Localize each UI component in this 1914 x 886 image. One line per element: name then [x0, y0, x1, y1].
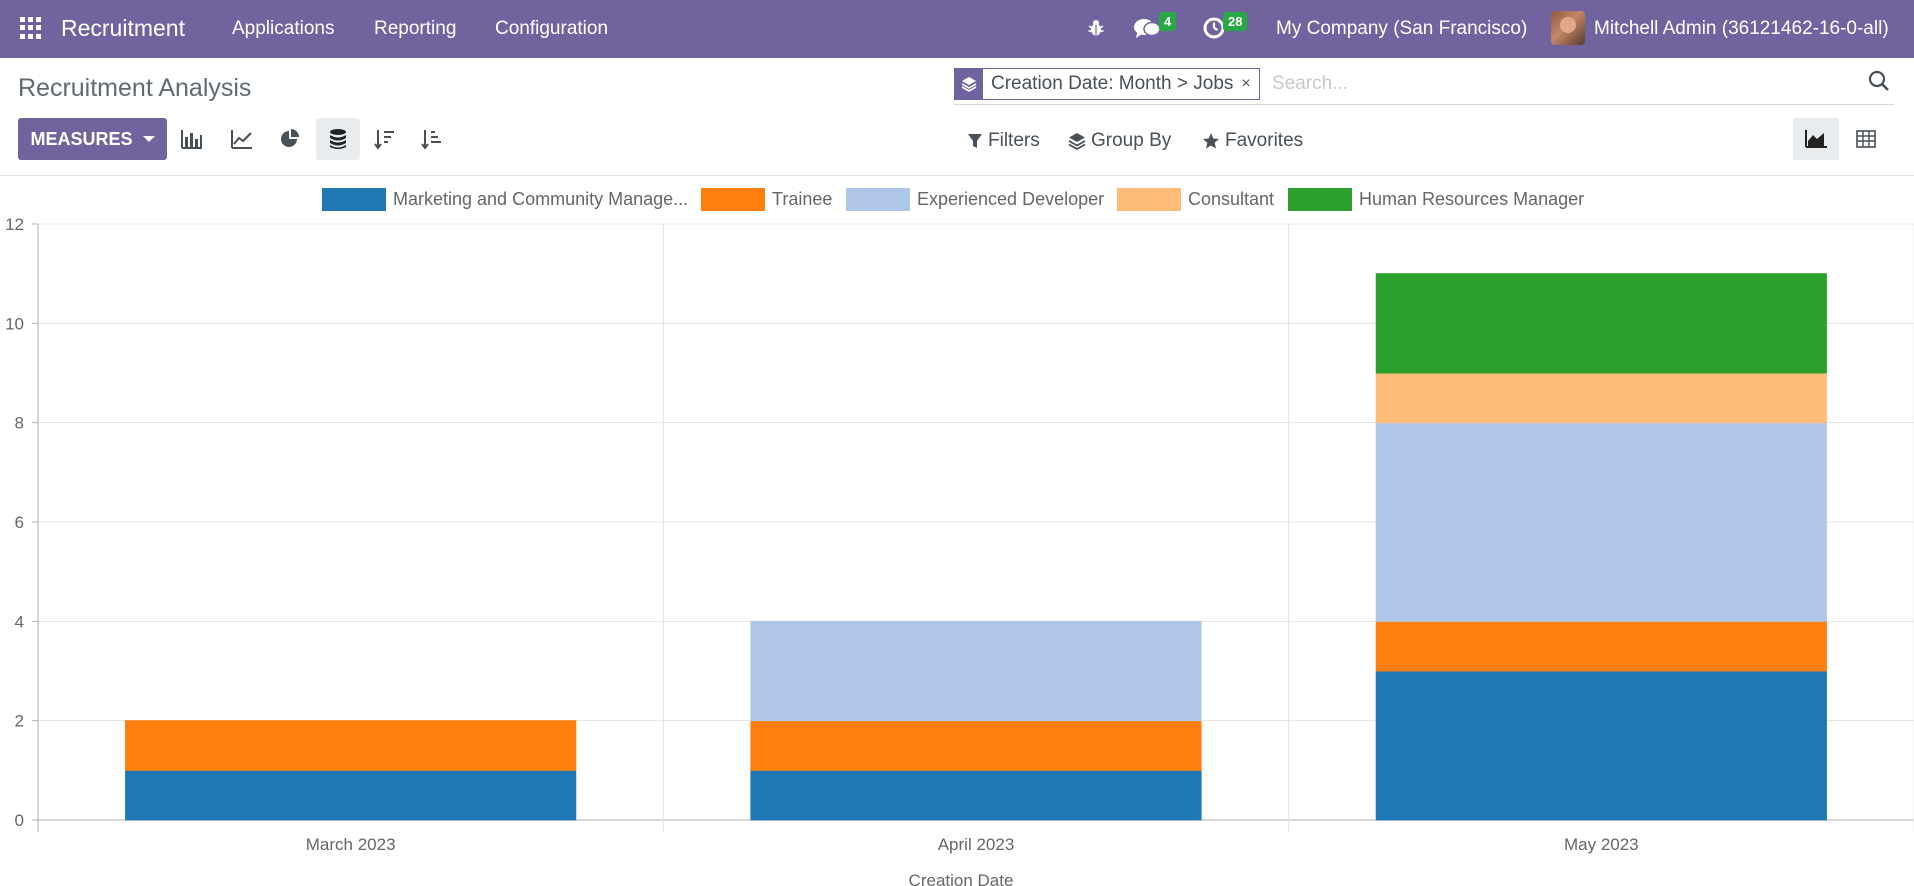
- legend-item-experienced-developer[interactable]: Experienced Developer: [846, 188, 1104, 211]
- filters-label: Filters: [988, 130, 1040, 151]
- line-chart-icon: [231, 130, 252, 149]
- bar-segment: [1375, 620, 1827, 672]
- legend-swatch: [322, 188, 386, 211]
- search-bar: Creation Date: Month > Jobs ×: [954, 68, 1894, 105]
- facet-remove-icon[interactable]: ×: [1241, 75, 1251, 92]
- y-tick-label: 2: [15, 712, 24, 731]
- user-menu[interactable]: Mitchell Admin (36121462-16-0-all): [1594, 18, 1889, 39]
- legend-swatch: [1117, 188, 1181, 211]
- group-by-label: Group By: [1091, 130, 1172, 151]
- table-grid-icon: [1856, 130, 1876, 148]
- favorites-label: Favorites: [1225, 130, 1304, 151]
- company-switcher[interactable]: My Company (San Francisco): [1276, 18, 1528, 39]
- legend-label: Marketing and Community Manage...: [393, 189, 689, 209]
- y-tick-label: 12: [5, 215, 24, 234]
- sort-ascending-icon: [421, 130, 441, 150]
- caret-down-icon: [142, 136, 155, 142]
- search-facet: Creation Date: Month > Jobs ×: [954, 68, 1260, 100]
- favorites-button[interactable]: Favorites: [1202, 130, 1303, 152]
- legend-item-consultant[interactable]: Consultant: [1117, 188, 1274, 211]
- bar-chart-button[interactable]: [170, 118, 214, 160]
- group-by-layers-icon: [955, 69, 983, 99]
- legend-label: Experienced Developer: [917, 189, 1105, 209]
- group-by-button[interactable]: Group By: [1068, 130, 1171, 152]
- pie-chart-button[interactable]: [268, 118, 312, 160]
- area-chart-icon: [1805, 130, 1827, 148]
- bar-segment: [750, 769, 1202, 821]
- measures-label: MEASURES: [30, 128, 133, 149]
- bar-segment: [1375, 273, 1827, 374]
- bar-segment: [750, 720, 1202, 771]
- filter-funnel-icon: [968, 134, 982, 148]
- y-tick-label: 6: [15, 513, 24, 532]
- database-stack-icon: [330, 129, 346, 149]
- control-panel-divider: [0, 175, 1914, 176]
- top-navbar: Recruitment Applications Reporting Confi…: [0, 0, 1914, 58]
- legend-swatch: [1288, 188, 1352, 211]
- star-icon: [1203, 133, 1219, 149]
- legend-label: Human Resources Manager: [1359, 189, 1585, 209]
- x-tick-label: March 2023: [306, 835, 396, 854]
- pivot-view-button[interactable]: [1843, 118, 1889, 160]
- pie-chart-icon: [281, 129, 299, 147]
- menu-applications[interactable]: Applications: [232, 18, 335, 39]
- bar-segment: [1375, 372, 1827, 424]
- apps-menu-icon[interactable]: [20, 17, 42, 39]
- activities-count-badge: 28: [1223, 12, 1248, 31]
- legend-item-hr-manager[interactable]: Human Resources Manager: [1288, 188, 1584, 211]
- menu-configuration[interactable]: Configuration: [495, 18, 609, 39]
- bar-segment: [1375, 422, 1827, 622]
- app-name[interactable]: Recruitment: [61, 15, 185, 41]
- filters-button[interactable]: Filters: [967, 130, 1040, 152]
- y-tick-label: 8: [15, 414, 24, 433]
- sort-descending-button[interactable]: [363, 118, 407, 160]
- sort-ascending-button[interactable]: [410, 118, 454, 160]
- legend-label: Consultant: [1188, 189, 1275, 209]
- search-input[interactable]: [1272, 70, 1852, 98]
- menu-reporting[interactable]: Reporting: [374, 18, 457, 39]
- line-chart-button[interactable]: [220, 118, 264, 160]
- x-axis-title: Creation Date: [909, 871, 1014, 886]
- stacked-bar-chart: 0 2 4 6 8 10 12 March 2023 April 2023 May 2023 Cre…: [5, 215, 1914, 886]
- y-tick-label: 0: [15, 811, 24, 830]
- layers-icon: [1068, 133, 1086, 150]
- page-title: Recruitment Analysis: [18, 74, 252, 102]
- bar-segment: [125, 769, 577, 821]
- stacked-button[interactable]: [316, 118, 360, 160]
- x-tick-label: May 2023: [1564, 835, 1639, 854]
- bar-segment: [125, 720, 577, 771]
- bar-segment: [1375, 670, 1827, 821]
- measures-button[interactable]: MEASURES: [18, 118, 167, 160]
- legend-item-marketing[interactable]: Marketing and Community Manage...: [322, 188, 688, 211]
- y-tick-label: 4: [15, 612, 24, 631]
- sort-descending-icon: [374, 130, 394, 150]
- legend-label: Trainee: [772, 189, 833, 209]
- bar-chart-icon: [181, 130, 202, 149]
- search-facet-label: Creation Date: Month > Jobs: [991, 73, 1234, 94]
- graph-view-button[interactable]: [1793, 118, 1839, 160]
- search-icon[interactable]: [1868, 70, 1890, 97]
- messages-icon[interactable]: [1133, 14, 1161, 42]
- legend-swatch: [846, 188, 910, 211]
- y-tick-label: 10: [5, 314, 24, 333]
- debug-bug-icon[interactable]: [1086, 14, 1106, 42]
- bar-segment: [750, 620, 1202, 722]
- user-avatar[interactable]: [1551, 11, 1585, 45]
- messages-count-badge: 4: [1159, 12, 1177, 31]
- legend-item-trainee[interactable]: Trainee: [701, 188, 832, 211]
- x-tick-label: April 2023: [938, 835, 1015, 854]
- legend-swatch: [701, 188, 765, 211]
